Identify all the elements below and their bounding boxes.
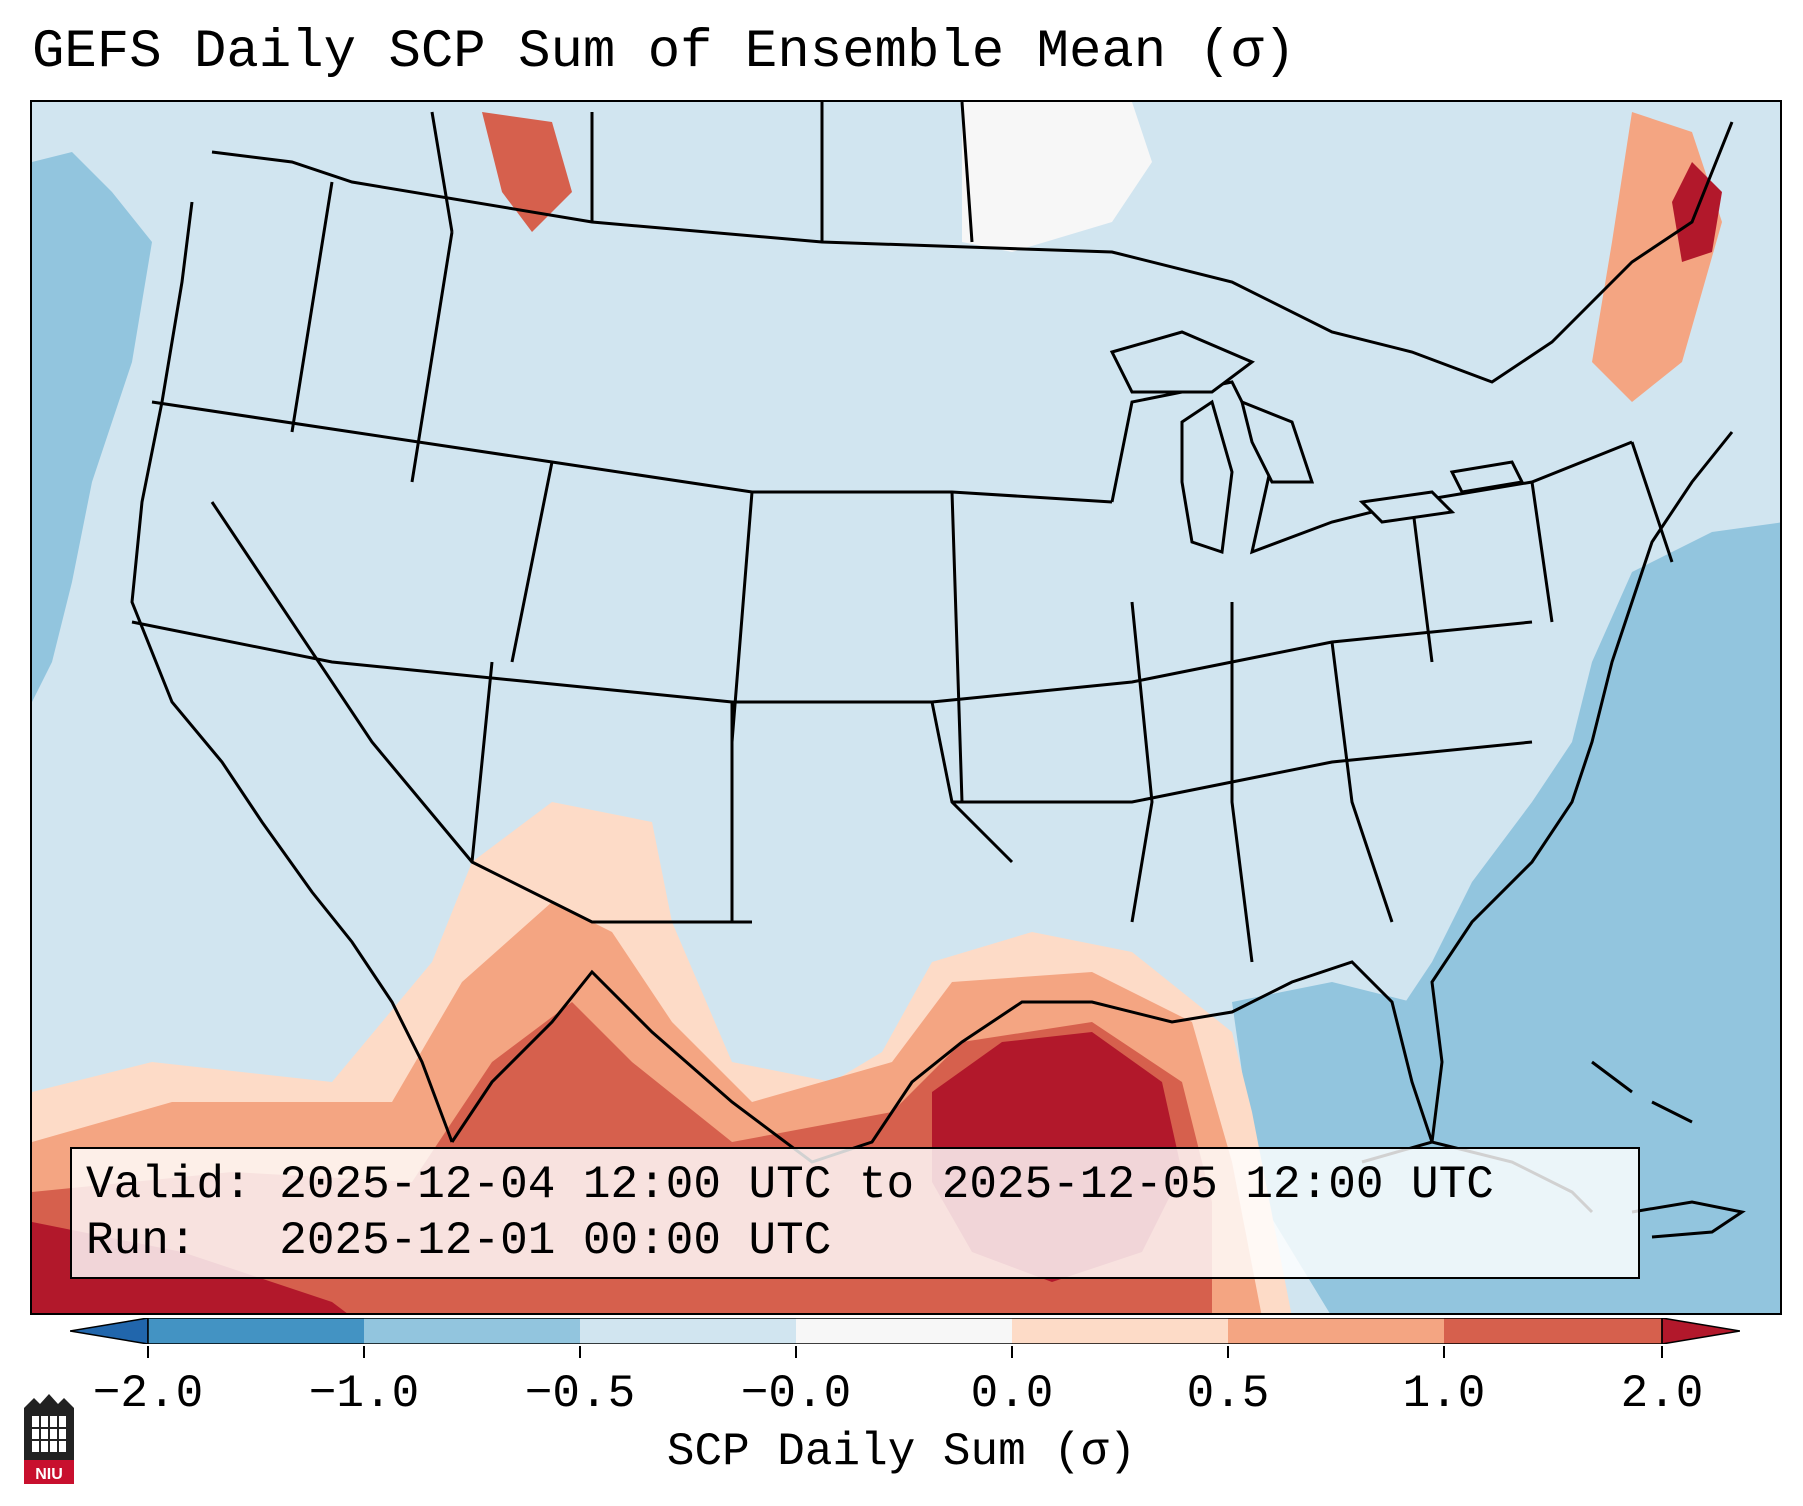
tick-label: −0.0 — [740, 1368, 852, 1420]
map-area: Valid: 2025-12-04 12:00 UTC to 2025-12-0… — [30, 100, 1782, 1315]
tick-mark — [795, 1346, 797, 1358]
valid-run-info-box: Valid: 2025-12-04 12:00 UTC to 2025-12-0… — [70, 1147, 1640, 1279]
tick-mark — [363, 1346, 365, 1358]
tick-label: 2.0 — [1620, 1368, 1704, 1420]
colorbar-segment-4 — [1012, 1318, 1228, 1344]
canada-neutral-patch — [962, 102, 1152, 252]
colorbar-segment-3 — [796, 1318, 1012, 1344]
colorbar-segment-1 — [364, 1318, 580, 1344]
great-lakes — [1109, 330, 1525, 555]
valid-label: Valid: — [86, 1159, 252, 1211]
map-canvas — [32, 102, 1780, 1313]
tick-label: 1.0 — [1402, 1368, 1486, 1420]
logo-text: NIU — [35, 1466, 63, 1483]
valid-value: 2025-12-04 12:00 UTC to 2025-12-05 12:00… — [279, 1159, 1494, 1211]
niu-logo-icon: NIU — [24, 1394, 74, 1484]
tick-mark — [1227, 1346, 1229, 1358]
colorbar — [70, 1318, 1740, 1344]
colorbar-segment-6 — [1444, 1318, 1662, 1344]
coastlines-and-borders — [130, 102, 1734, 1164]
tick-mark — [1011, 1346, 1013, 1358]
northeast-positive-region — [1592, 112, 1722, 402]
colorbar-extend-low — [70, 1318, 149, 1344]
canada-positive-region — [482, 112, 572, 232]
run-value: 2025-12-01 00:00 UTC — [279, 1215, 832, 1267]
tick-label: 0.5 — [1186, 1368, 1270, 1420]
tick-label: 0.0 — [970, 1368, 1054, 1420]
colorbar-ticks: −2.0 −1.0 −0.5 −0.0 0.0 0.5 1.0 2.0 — [0, 1346, 1803, 1420]
pacific-negative-region — [32, 152, 152, 702]
colorbar-extend-high — [1661, 1318, 1740, 1344]
tick-mark — [1443, 1346, 1445, 1358]
tick-label: −1.0 — [308, 1368, 420, 1420]
colorbar-segment-0 — [148, 1318, 364, 1344]
tick-mark — [579, 1346, 581, 1358]
tick-label: −0.5 — [524, 1368, 636, 1420]
run-label: Run: — [86, 1215, 197, 1267]
map-title: GEFS Daily SCP Sum of Ensemble Mean (σ) — [32, 22, 1296, 83]
colorbar-segment-2 — [580, 1318, 796, 1344]
tick-mark — [1661, 1346, 1663, 1358]
colorbar-label: SCP Daily Sum (σ) — [666, 1426, 1137, 1478]
tick-label: −2.0 — [92, 1368, 204, 1420]
tick-mark — [147, 1346, 149, 1358]
colorbar-segment-5 — [1228, 1318, 1444, 1344]
